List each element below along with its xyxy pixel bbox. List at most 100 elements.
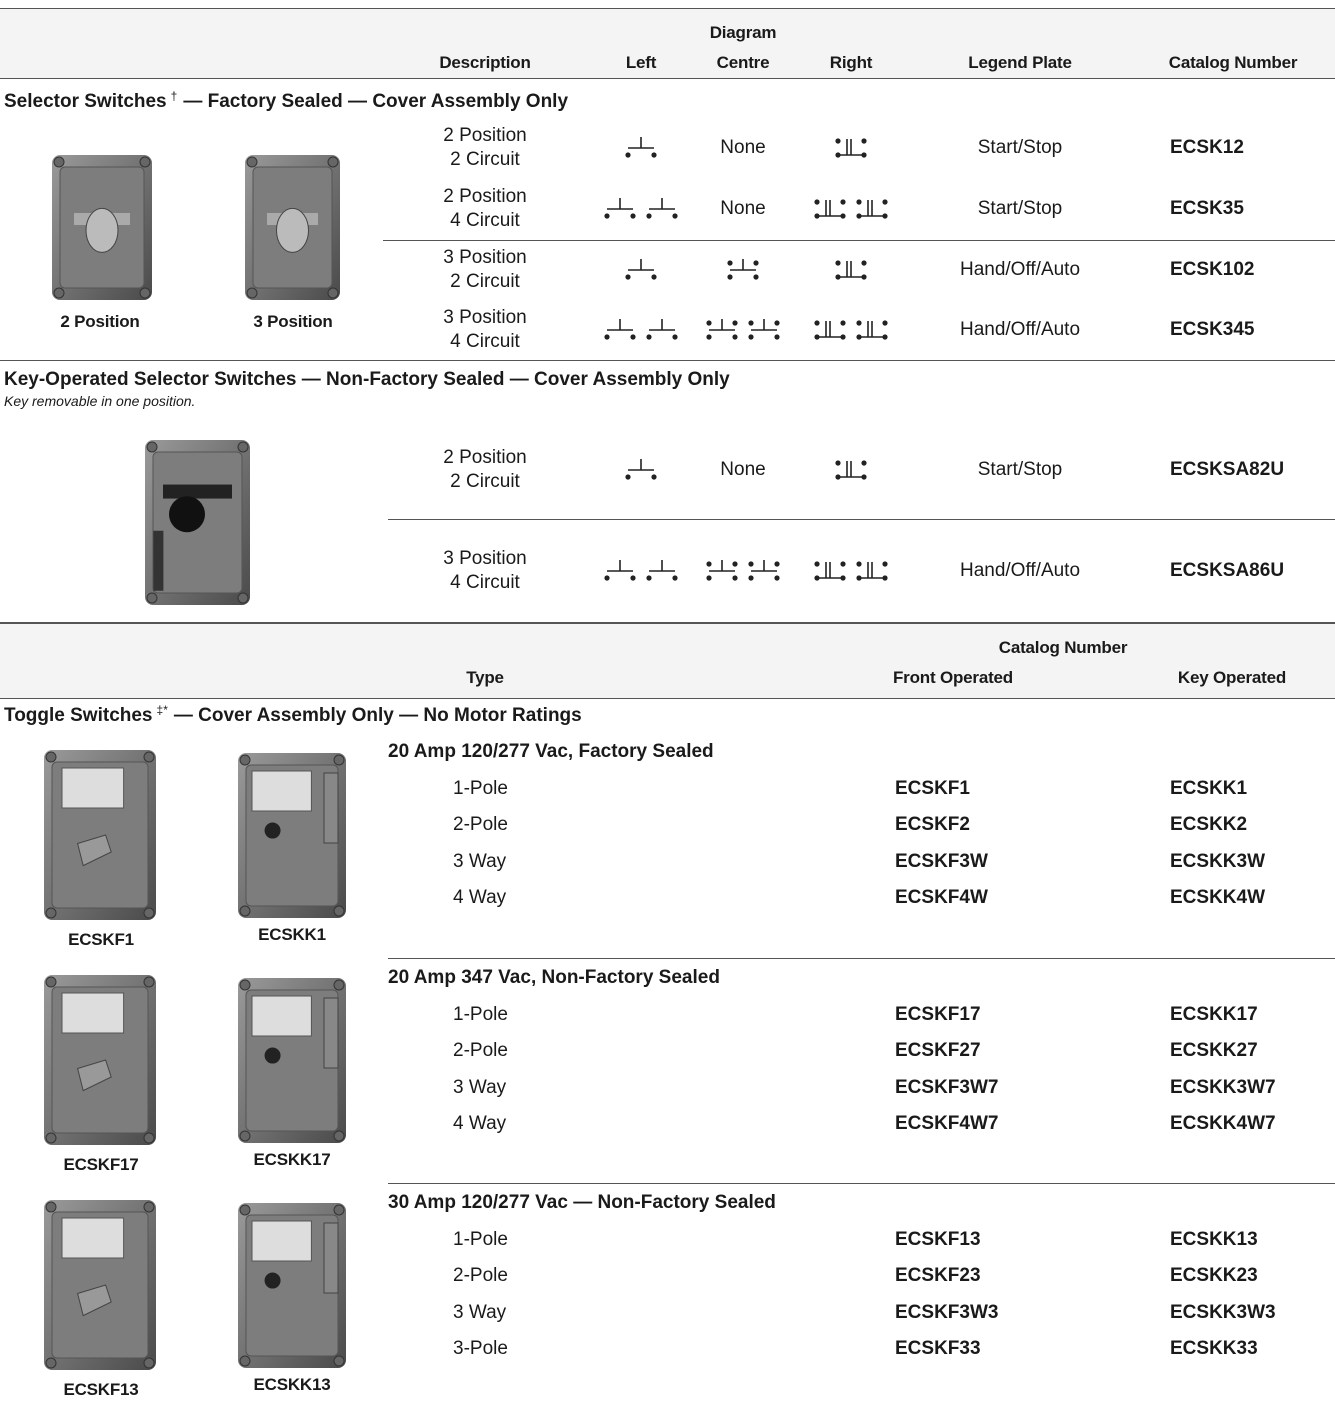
catalog-number: ECSK102 <box>1170 259 1255 280</box>
contact-dot <box>882 199 888 205</box>
photo-caption: 3 Position <box>253 312 333 331</box>
rule <box>383 240 1335 241</box>
photo-caption: 2 Position <box>60 312 140 331</box>
description: 2 Circuit <box>450 471 520 492</box>
contact-dot <box>651 474 657 480</box>
title-text: Selector Switches <box>4 91 167 113</box>
centre-diagram: None <box>720 137 766 158</box>
legend-plate: Hand/Off/Auto <box>959 319 1081 340</box>
contact-dot <box>630 213 636 219</box>
contact-dot <box>748 320 754 326</box>
legend-plate: Start/Stop <box>977 198 1063 219</box>
screw <box>143 751 155 763</box>
screw <box>53 156 65 168</box>
group-heading: 20 Amp 347 Vac, Non-Factory Sealed <box>388 967 720 988</box>
section-title: Key-Operated Selector Switches — Non-Fac… <box>4 369 730 391</box>
description: 3 Position <box>443 247 527 268</box>
screw <box>333 905 345 917</box>
key-operated-number: ECSKK3W3 <box>1170 1301 1276 1323</box>
contact-dot <box>861 260 867 266</box>
contact-dot <box>706 561 712 567</box>
front-operated-number: ECSKF23 <box>895 1265 981 1287</box>
title-text: Toggle Switches <box>4 705 153 727</box>
title-suffix: — Factory Sealed — Cover Assembly Only <box>183 91 569 113</box>
switch-type: 3 Way <box>453 1076 507 1098</box>
contact-dot <box>856 561 862 567</box>
contact-diagram <box>604 198 678 219</box>
screw <box>45 1132 57 1144</box>
screw <box>45 907 57 919</box>
contact-dot <box>625 474 631 480</box>
rule <box>0 8 1335 9</box>
contact-diagram <box>835 460 867 480</box>
contact-dot <box>625 152 631 158</box>
switch-photo <box>44 750 156 920</box>
contact-dot <box>748 334 754 340</box>
catalog-number: ECSKSA82U <box>1170 459 1285 480</box>
screw <box>143 907 155 919</box>
header-band <box>0 624 1335 698</box>
section-title: Toggle Switches ‡* — Cover Assembly Only —… <box>4 703 582 727</box>
screw <box>139 156 151 168</box>
key-operated-number: ECSKK4W <box>1170 886 1266 908</box>
group-heading: 30 Amp 120/277 Vac — Non-Factory Sealed <box>388 1192 776 1213</box>
screw <box>327 287 339 299</box>
contact-dot <box>651 274 657 280</box>
label-plate <box>61 1217 125 1259</box>
contact-dot <box>861 138 867 144</box>
switch-photo <box>52 155 152 300</box>
contact-dot <box>651 152 657 158</box>
switch-type: 4 Way <box>453 886 507 908</box>
contact-dot <box>672 213 678 219</box>
description: 4 Circuit <box>450 331 520 352</box>
screw <box>143 1201 155 1213</box>
rule <box>388 1183 1335 1184</box>
switch-photo <box>238 1203 346 1368</box>
label-plate <box>251 770 312 812</box>
screw <box>327 156 339 168</box>
contact-diagram <box>625 459 657 480</box>
legend-plate: Start/Stop <box>977 459 1063 480</box>
key-operated-number: ECSKK4W7 <box>1170 1112 1276 1134</box>
contact-dot <box>814 199 820 205</box>
legend-plate: Hand/Off/Auto <box>959 560 1081 581</box>
switch-type: 1-Pole <box>453 1229 508 1250</box>
front-operated-number: ECSKF3W7 <box>895 1076 999 1098</box>
knob <box>276 207 309 253</box>
contact-dot <box>706 334 712 340</box>
screw <box>45 976 57 988</box>
legend-plate: Start/Stop <box>977 137 1063 158</box>
toggle-lever <box>76 1059 112 1092</box>
column-header: Catalog Number <box>1168 53 1298 72</box>
contact-dot <box>727 274 733 280</box>
switch-type: 3-Pole <box>453 1337 508 1359</box>
key-operated-number: ECSKK3W <box>1170 850 1266 872</box>
label-plate <box>61 992 125 1034</box>
contact-dot <box>672 334 678 340</box>
front-operated-number: ECSKF33 <box>895 1337 981 1359</box>
label-plate <box>61 767 125 809</box>
front-operated-number: ECSKF13 <box>895 1229 981 1250</box>
switch-photo <box>44 975 156 1145</box>
contact-dot <box>774 334 780 340</box>
section-note: Key removable in one position. <box>4 393 196 409</box>
screw <box>143 1132 155 1144</box>
contact-dot <box>727 260 733 266</box>
contact-dot <box>840 320 846 326</box>
screw <box>45 751 57 763</box>
contact-dot <box>882 561 888 567</box>
screw <box>246 156 258 168</box>
front-operated-number: ECSKF17 <box>895 1004 981 1025</box>
contact-dot <box>672 575 678 581</box>
title-suffix: — Cover Assembly Only — No Motor Ratings <box>173 705 582 727</box>
switch-type: 3 Way <box>453 1301 507 1323</box>
column-header: Left <box>625 53 657 72</box>
contact-diagram <box>625 137 657 158</box>
screw <box>333 1355 345 1367</box>
photo-caption: ECSKK17 <box>253 1150 331 1169</box>
screw <box>143 976 155 988</box>
description: 2 Circuit <box>450 271 520 292</box>
screw <box>239 1204 251 1216</box>
key-operated-number: ECSKK27 <box>1170 1040 1258 1062</box>
